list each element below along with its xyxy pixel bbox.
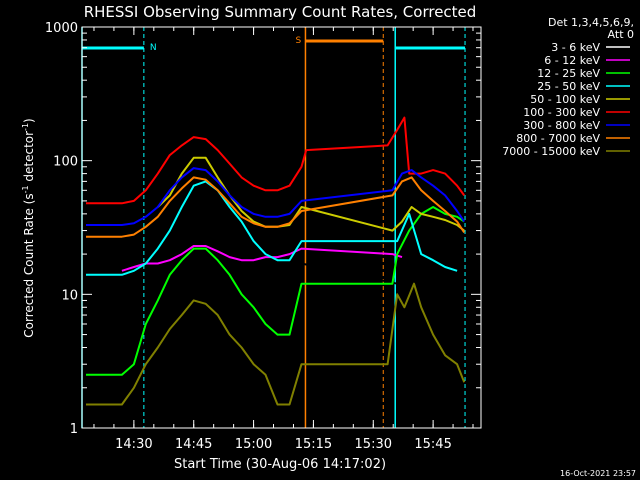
y-tick-label-2: 100 (53, 155, 78, 170)
x-tick-label-3: 15:15 (295, 437, 332, 452)
series-layer (86, 116, 466, 406)
x-axis-label: Start Time (30-Aug-06 14:17:02) (174, 457, 386, 472)
legend-label-3: 25 - 50 keV (537, 80, 600, 93)
y-tick-label-0: 1 (70, 422, 78, 437)
x-tick-label-5: 15:45 (414, 437, 451, 452)
series-line-5-0 (86, 116, 466, 205)
legend-label-6: 300 - 800 keV (523, 119, 600, 132)
series-line-3-0 (86, 180, 458, 276)
series-line-2-0 (86, 206, 465, 376)
legend-label-5: 100 - 300 keV (523, 106, 600, 119)
chart-title: RHESSI Observing Summary Count Rates, Co… (84, 3, 477, 21)
x-tick-label-0: 14:30 (115, 437, 152, 452)
y-axis-label-sup1: -1 (21, 185, 30, 193)
y-tick-label-3: 1000 (45, 21, 78, 36)
series-line-7-0 (86, 176, 466, 238)
x-tick-label-1: 14:45 (175, 437, 212, 452)
legend-label-0: 3 - 6 keV (551, 41, 600, 54)
y-axis-label-sup2: -1 (21, 123, 30, 131)
marker-label-0: N (150, 43, 157, 53)
series-line-0-0 (132, 262, 410, 376)
x-tick-label-4: 15:30 (355, 437, 392, 452)
legend-label-8: 7000 - 15000 keV (502, 145, 600, 158)
timestamp: 16-Oct-2021 23:57 (560, 469, 636, 478)
y-axis-label-end: ) (22, 118, 36, 123)
axes-layer: 14:30 14:45 15:00 15:15 15:30 15:45 1 10 100 1000 (45, 21, 482, 452)
legend-label-1: 6 - 12 keV (544, 54, 600, 67)
series-line-6-0 (86, 167, 466, 226)
x-tick-label-2: 15:00 (235, 437, 272, 452)
series-line-1-0 (121, 245, 403, 272)
marker-label-2: S (295, 36, 301, 46)
plot-frame (81, 26, 482, 429)
legend-label-7: 800 - 7000 keV (516, 132, 600, 145)
legend-label-2: 12 - 25 keV (537, 67, 600, 80)
legend-header-line1: Det 1,3,4,5,6,9, (548, 16, 634, 29)
legend-header-line2: Att 0 (608, 28, 634, 41)
y-axis-label-main: Corrected Count Rate (s (22, 193, 36, 337)
y-axis-label-mid: detector (22, 131, 36, 186)
y-tick-label-1: 10 (61, 288, 78, 303)
series-line-8-0 (86, 282, 466, 406)
legend-label-4: 50 - 100 keV (530, 93, 600, 106)
y-axis-label: Corrected Count Rate (s-1 detector-1) (21, 118, 36, 337)
